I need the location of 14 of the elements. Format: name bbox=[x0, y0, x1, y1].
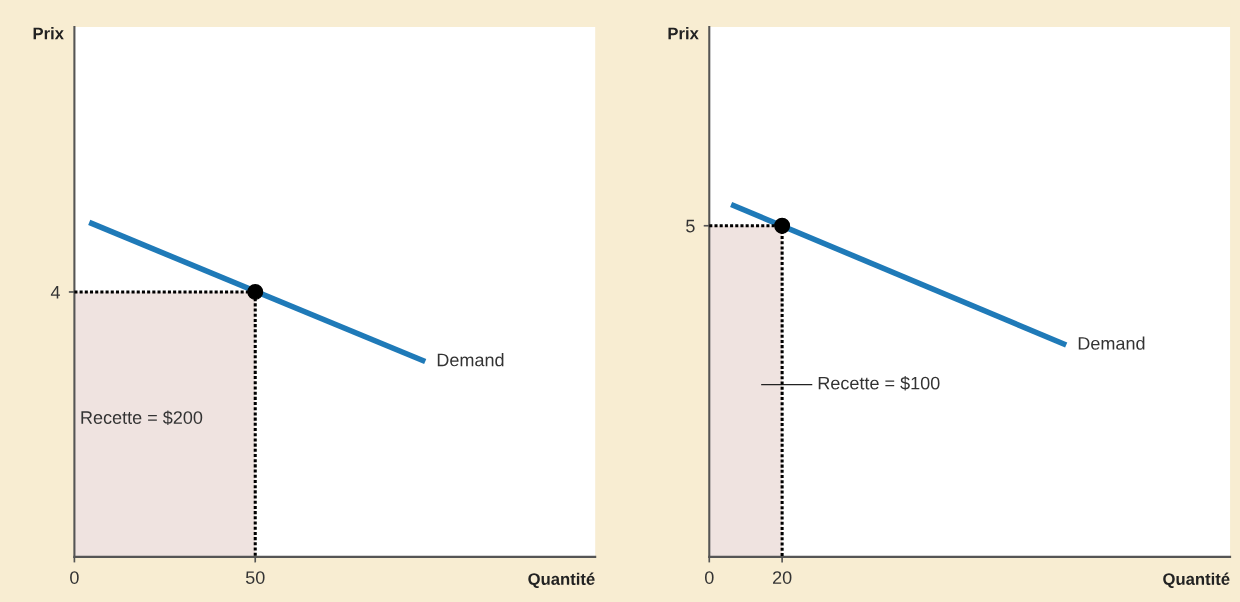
x-axis-title: Quantité bbox=[1163, 572, 1230, 589]
y-tick-label: 4 bbox=[50, 286, 60, 299]
y-axis-title: Prix bbox=[668, 27, 699, 40]
series-label: Demand bbox=[1078, 336, 1145, 350]
y-tick-label: 5 bbox=[686, 219, 695, 233]
x-tick-label: 20 bbox=[772, 571, 792, 584]
x-tick-label: 0 bbox=[704, 571, 714, 584]
series-label: Demand bbox=[437, 353, 504, 367]
annotation: Recette = $100 bbox=[818, 375, 940, 391]
y-axis-title: Prix bbox=[33, 27, 64, 40]
x-axis-title: Quantité bbox=[528, 572, 595, 589]
x-tick-label: 50 bbox=[245, 571, 265, 584]
x-tick-label: 0 bbox=[70, 571, 79, 584]
annotation: Recette = $200 bbox=[81, 410, 203, 426]
